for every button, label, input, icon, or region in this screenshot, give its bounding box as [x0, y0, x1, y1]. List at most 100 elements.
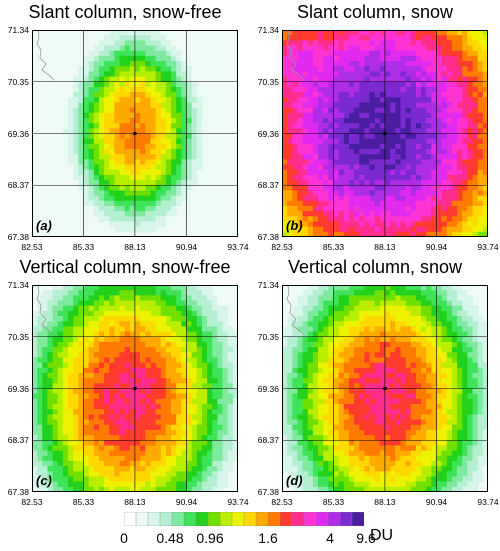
heatmap-cell [78, 481, 85, 488]
heatmap-cell [150, 486, 157, 492]
heatmap-cell [333, 419, 340, 426]
plot-area: (b) [282, 30, 488, 237]
heatmap-cell [140, 393, 146, 400]
heatmap-cell [302, 460, 309, 467]
heatmap-cell [150, 450, 157, 457]
heatmap-cell [83, 107, 90, 114]
heatmap-cell [150, 378, 157, 384]
heatmap-cell [176, 180, 182, 186]
heatmap-cell [124, 404, 131, 410]
heatmap-cell [421, 211, 427, 217]
heatmap-cell [52, 450, 59, 457]
heatmap-cell [57, 393, 64, 400]
heatmap-cell [467, 133, 474, 140]
heatmap-cell [338, 205, 345, 212]
heatmap-cell [186, 326, 193, 333]
heatmap-cell [196, 305, 203, 312]
heatmap-cell [129, 435, 136, 441]
heatmap-cell [282, 471, 288, 478]
heatmap-cell [395, 86, 402, 93]
heatmap-cell [318, 285, 324, 291]
heatmap-cell [364, 185, 371, 192]
heatmap-cell [88, 362, 95, 369]
heatmap-cell [78, 97, 85, 104]
heatmap-cell [42, 466, 49, 472]
heatmap-cell [385, 300, 391, 307]
heatmap-cell [333, 133, 340, 140]
heatmap-cell [171, 205, 177, 212]
heatmap-cell [109, 305, 115, 312]
heatmap-cell [348, 180, 355, 186]
heatmap-cell [482, 138, 488, 145]
heatmap-cell [37, 404, 43, 410]
heatmap-cell [415, 81, 422, 88]
heatmap-cell [124, 154, 131, 160]
heatmap-cell [390, 393, 396, 400]
heatmap-cell [287, 40, 293, 47]
heatmap-cell [457, 35, 463, 41]
heatmap-cell [32, 326, 38, 333]
heatmap-cell [338, 221, 345, 228]
heatmap-cell [343, 205, 350, 212]
heatmap-cell [354, 455, 360, 462]
heatmap-cell [160, 336, 167, 343]
heatmap-cell [124, 424, 131, 431]
heatmap-cell [338, 200, 345, 207]
heatmap-cell [287, 174, 293, 181]
heatmap-cell [42, 285, 49, 291]
heatmap-cell [124, 107, 131, 114]
x-tick-label: 88.13 [124, 242, 146, 252]
heatmap-cell [451, 35, 458, 41]
heatmap-cell [135, 347, 141, 353]
heatmap-cell [114, 61, 121, 67]
heatmap-cell [379, 310, 386, 317]
heatmap-cell [400, 92, 407, 98]
heatmap-cell [78, 471, 85, 478]
heatmap-cell [369, 30, 376, 36]
heatmap-cell [374, 154, 381, 160]
heatmap-cell [93, 180, 100, 186]
heatmap-cell [385, 398, 391, 405]
heatmap-cell [451, 86, 458, 93]
heatmap-cell [104, 159, 110, 166]
heatmap-cell [165, 409, 172, 415]
heatmap-cell [114, 440, 121, 447]
heatmap-cell [196, 149, 203, 155]
heatmap-cell [323, 285, 329, 291]
heatmap-cell [104, 435, 110, 441]
heatmap-cell [93, 295, 100, 302]
heatmap-cell [196, 285, 203, 291]
heatmap-cell [171, 195, 177, 202]
heatmap-cell [359, 86, 365, 93]
heatmap-cell [32, 409, 38, 415]
heatmap-cell [227, 347, 234, 353]
heatmap-cell [472, 123, 479, 129]
heatmap-cell [333, 226, 340, 233]
heatmap-cell [104, 414, 110, 421]
heatmap-cell [207, 341, 213, 348]
heatmap-cell [171, 393, 177, 400]
heatmap-cell [83, 86, 90, 93]
heatmap-cell [155, 419, 162, 426]
heatmap-cell [462, 71, 468, 78]
heatmap-cell [212, 435, 218, 441]
heatmap-cell [390, 205, 396, 212]
heatmap-cell [227, 336, 234, 343]
heatmap-cell [348, 55, 355, 62]
heatmap-cell [482, 55, 488, 62]
heatmap-cell [165, 112, 172, 119]
heatmap-cell [390, 450, 396, 457]
heatmap-cell [359, 81, 365, 88]
heatmap-cell [395, 123, 402, 129]
heatmap-cell [52, 357, 59, 364]
heatmap-cell [359, 117, 365, 124]
heatmap-cell [165, 81, 172, 88]
heatmap-cell [42, 357, 49, 364]
heatmap-cell [328, 71, 335, 78]
heatmap-cell [369, 61, 376, 67]
heatmap-cell [124, 347, 131, 353]
heatmap-cell [282, 112, 288, 119]
heatmap-cell [379, 200, 386, 207]
heatmap-cell [472, 30, 479, 36]
heatmap-cell [287, 50, 293, 57]
